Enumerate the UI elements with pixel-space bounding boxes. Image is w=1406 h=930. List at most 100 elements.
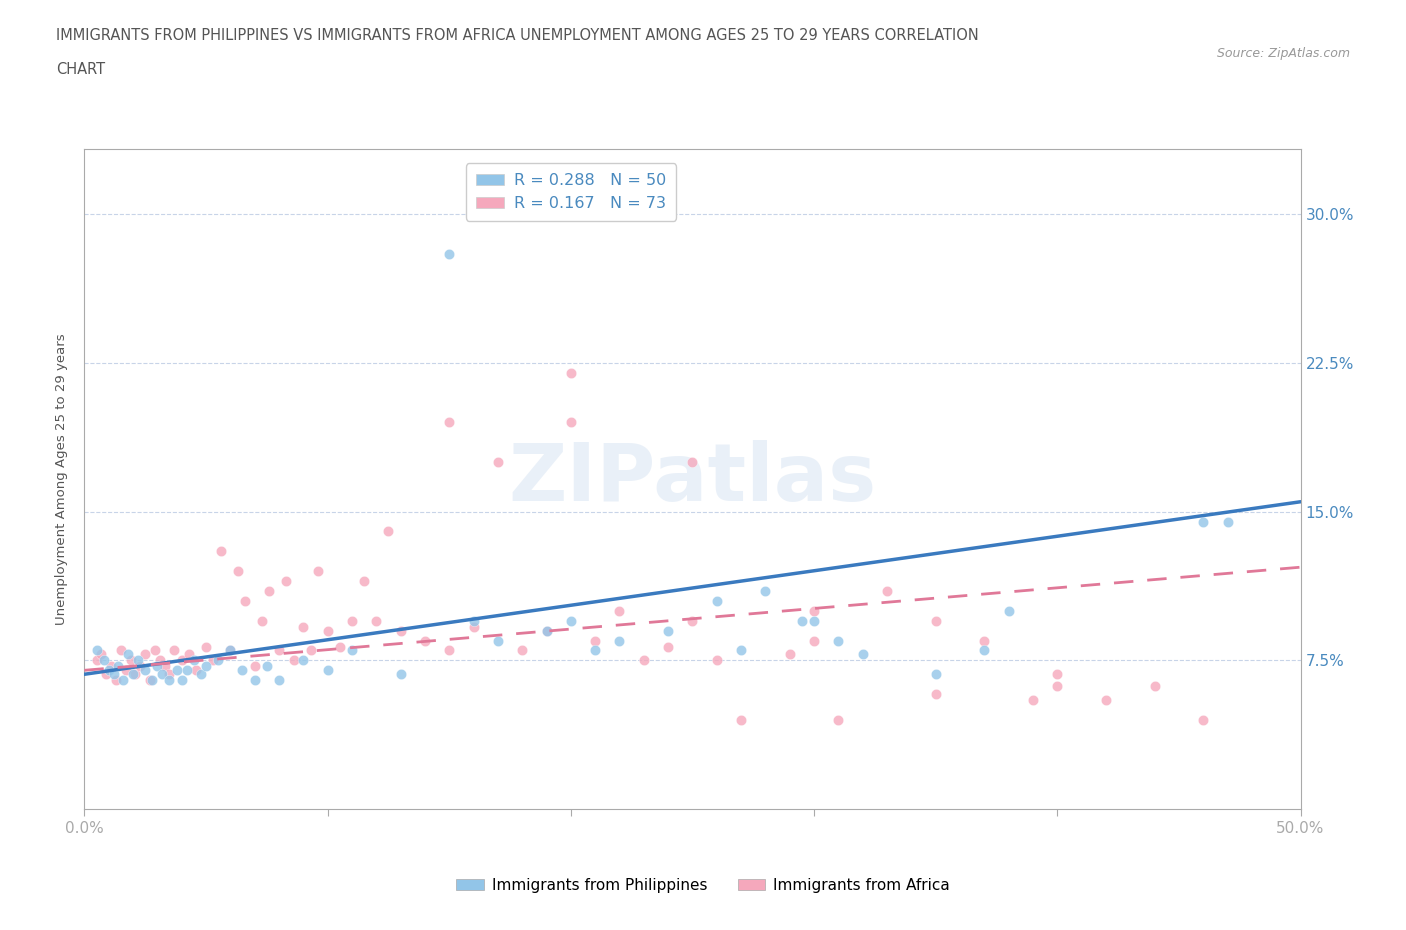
Point xyxy=(146,658,169,673)
Point xyxy=(183,653,205,668)
Point xyxy=(389,667,412,682)
Point xyxy=(316,663,339,678)
Point xyxy=(117,647,139,662)
Point xyxy=(233,593,256,608)
Point xyxy=(925,613,948,628)
Point xyxy=(226,564,249,578)
Point xyxy=(267,672,290,687)
Point xyxy=(122,667,145,682)
Point xyxy=(93,653,115,668)
Point xyxy=(292,619,315,634)
Point xyxy=(377,525,399,539)
Point xyxy=(389,623,412,638)
Point xyxy=(876,583,898,598)
Text: ZIPatlas: ZIPatlas xyxy=(509,440,876,518)
Point xyxy=(112,672,135,687)
Point xyxy=(560,613,582,628)
Point xyxy=(925,686,948,701)
Point xyxy=(1192,712,1215,727)
Point xyxy=(139,672,162,687)
Point xyxy=(120,653,142,668)
Point xyxy=(1143,679,1166,694)
Point xyxy=(852,647,875,662)
Point xyxy=(1216,514,1239,529)
Point xyxy=(1095,693,1118,708)
Point xyxy=(657,623,679,638)
Point xyxy=(104,672,127,687)
Point xyxy=(682,613,704,628)
Point xyxy=(276,574,298,589)
Point xyxy=(329,639,352,654)
Text: CHART: CHART xyxy=(56,62,105,77)
Point xyxy=(134,647,156,662)
Point xyxy=(439,415,461,430)
Point xyxy=(195,639,218,654)
Point xyxy=(163,643,186,658)
Point xyxy=(413,633,436,648)
Point xyxy=(353,574,375,589)
Point xyxy=(190,667,212,682)
Point xyxy=(779,647,801,662)
Point xyxy=(997,604,1019,618)
Point xyxy=(176,663,198,678)
Point xyxy=(195,658,218,673)
Point xyxy=(153,658,176,673)
Point xyxy=(973,643,995,658)
Point xyxy=(803,604,825,618)
Point xyxy=(250,613,273,628)
Point xyxy=(149,653,172,668)
Point xyxy=(536,623,558,638)
Point xyxy=(110,643,132,658)
Point xyxy=(486,633,509,648)
Point xyxy=(827,712,849,727)
Point xyxy=(366,613,388,628)
Point xyxy=(141,672,163,687)
Point xyxy=(243,672,266,687)
Point xyxy=(790,613,813,628)
Point xyxy=(973,633,995,648)
Point xyxy=(560,415,582,430)
Point xyxy=(257,583,280,598)
Y-axis label: Unemployment Among Ages 25 to 29 years: Unemployment Among Ages 25 to 29 years xyxy=(55,333,69,625)
Point xyxy=(97,663,120,678)
Point xyxy=(682,455,704,470)
Point xyxy=(439,246,461,261)
Point xyxy=(177,647,200,662)
Point xyxy=(827,633,849,648)
Legend: Immigrants from Philippines, Immigrants from Africa: Immigrants from Philippines, Immigrants … xyxy=(450,872,956,899)
Point xyxy=(207,653,229,668)
Point xyxy=(510,643,533,658)
Point xyxy=(730,712,752,727)
Point xyxy=(159,672,181,687)
Point xyxy=(463,613,485,628)
Point xyxy=(90,647,112,662)
Point xyxy=(803,633,825,648)
Point xyxy=(103,667,125,682)
Point xyxy=(267,643,290,658)
Point xyxy=(754,583,776,598)
Point xyxy=(706,653,728,668)
Point xyxy=(219,643,242,658)
Point xyxy=(803,613,825,628)
Point xyxy=(283,653,305,668)
Point xyxy=(107,658,129,673)
Point xyxy=(134,663,156,678)
Point xyxy=(86,643,108,658)
Point xyxy=(124,667,146,682)
Point xyxy=(150,667,173,682)
Point xyxy=(186,663,208,678)
Point xyxy=(657,639,679,654)
Point xyxy=(231,663,253,678)
Point xyxy=(925,667,948,682)
Point xyxy=(129,658,152,673)
Point xyxy=(583,643,606,658)
Point xyxy=(1046,667,1069,682)
Point xyxy=(609,633,631,648)
Point xyxy=(583,633,606,648)
Point xyxy=(114,663,136,678)
Point xyxy=(340,613,363,628)
Point xyxy=(1192,514,1215,529)
Point xyxy=(1046,679,1069,694)
Point xyxy=(202,653,225,668)
Point xyxy=(307,564,329,578)
